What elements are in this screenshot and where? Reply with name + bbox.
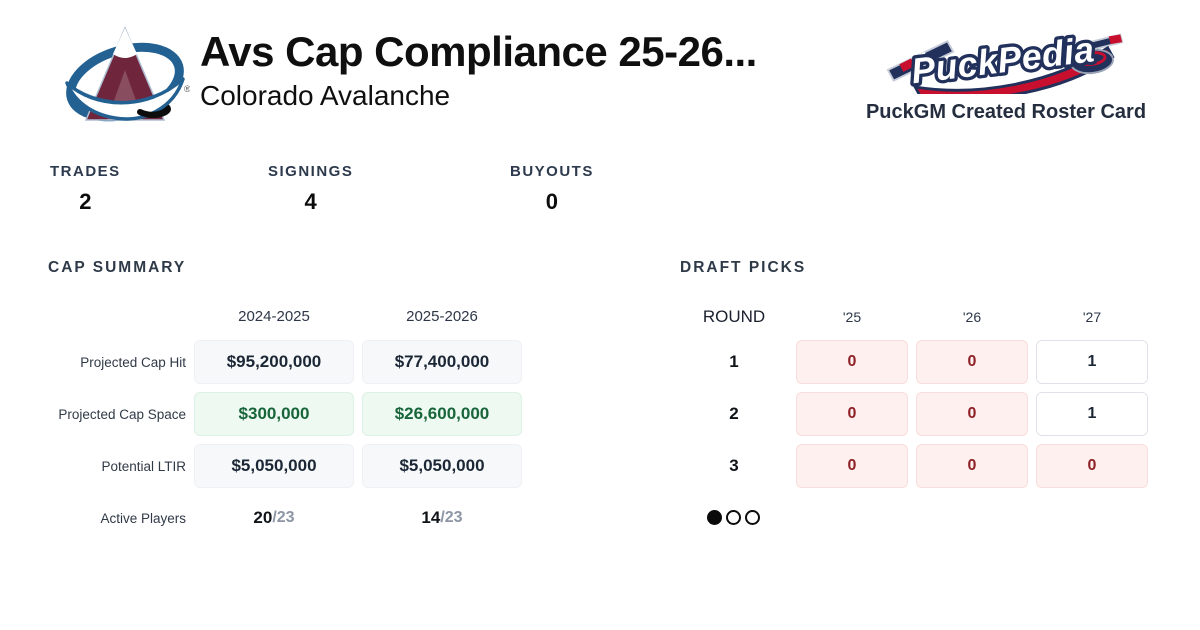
stat-value: 2 <box>79 189 92 214</box>
cap-value-cell: $95,200,000 <box>194 340 354 384</box>
pagination-dot[interactable] <box>707 510 722 525</box>
brand-wordmark: PuckPedia <box>909 29 1096 91</box>
year-column-header: '26 <box>962 309 982 325</box>
year-column-header: '25 <box>842 309 862 325</box>
draft-pick-cell: 1 <box>1036 392 1148 436</box>
active-players-current: 14 <box>421 508 441 527</box>
page-title: Avs Cap Compliance 25-26... <box>200 28 757 75</box>
draft-picks-title: DRAFT PICKS <box>680 259 807 276</box>
draft-pick-cell: 0 <box>916 340 1028 384</box>
draft-round-label: 1 <box>729 352 739 371</box>
colorado-avalanche-logo-icon: ® <box>65 26 190 122</box>
season-column-header: 2025-2026 <box>406 308 478 325</box>
stat-label: SIGNINGS <box>268 163 354 180</box>
draft-pick-cell: 0 <box>796 392 908 436</box>
draft-picks-pagination <box>707 510 760 525</box>
stat-block-trades: TRADES 2 <box>50 163 121 215</box>
draft-pick-cell: 0 <box>916 392 1028 436</box>
brand-caption: PuckGM Created Roster Card <box>865 101 1147 123</box>
active-players-cell: 14/23 <box>362 496 522 540</box>
cap-value-cell: $5,050,000 <box>362 444 522 488</box>
round-column-header: ROUND <box>702 307 766 326</box>
pagination-dot[interactable] <box>745 510 760 525</box>
stat-block-buyouts: BUYOUTS 0 <box>510 163 594 215</box>
draft-round-label: 3 <box>729 456 739 475</box>
registered-mark: ® <box>184 84 190 94</box>
stat-label: TRADES <box>50 163 121 180</box>
draft-round-label: 2 <box>729 404 739 423</box>
page-subtitle: Colorado Avalanche <box>200 80 451 112</box>
pagination-dot[interactable] <box>726 510 741 525</box>
draft-pick-cell: 0 <box>916 444 1028 488</box>
active-players-max: /23 <box>272 509 295 526</box>
stat-value: 0 <box>545 189 559 214</box>
draft-pick-cell: 0 <box>796 444 908 488</box>
cap-summary-table: 2024-2025 2025-2026 Projected Cap Hit $9… <box>36 296 522 540</box>
draft-picks-table: ROUND '25 '26 '27 1 0 0 1 2 0 0 1 3 0 0 … <box>680 296 1148 488</box>
cap-row-label: Active Players <box>100 510 186 526</box>
stat-label: BUYOUTS <box>510 163 594 180</box>
active-players-cell: 20/23 <box>194 496 354 540</box>
puckpedia-logo-icon: PuckPedia <box>886 26 1124 94</box>
cap-value-cell: $300,000 <box>194 392 354 436</box>
stat-block-signings: SIGNINGS 4 <box>268 163 353 215</box>
cap-value-cell: $77,400,000 <box>362 340 522 384</box>
brand-block: PuckPedia PuckGM Created Roster Card <box>858 22 1154 124</box>
cap-value-cell: $26,600,000 <box>362 392 522 436</box>
stat-value: 4 <box>304 189 317 214</box>
cap-row-label: Potential LTIR <box>101 458 186 474</box>
year-column-header: '27 <box>1082 309 1102 325</box>
cap-value-cell: $5,050,000 <box>194 444 354 488</box>
draft-pick-cell: 0 <box>796 340 908 384</box>
draft-pick-cell: 0 <box>1036 444 1148 488</box>
cap-summary-title: CAP SUMMARY <box>48 259 187 276</box>
cap-row-label: Projected Cap Space <box>58 406 186 422</box>
active-players-max: /23 <box>440 509 463 526</box>
title-block: Avs Cap Compliance 25-26... Colorado Ava… <box>200 28 757 112</box>
draft-pick-cell: 1 <box>1036 340 1148 384</box>
active-players-current: 20 <box>253 508 273 527</box>
season-column-header: 2024-2025 <box>238 308 310 325</box>
cap-row-label: Projected Cap Hit <box>80 354 186 370</box>
